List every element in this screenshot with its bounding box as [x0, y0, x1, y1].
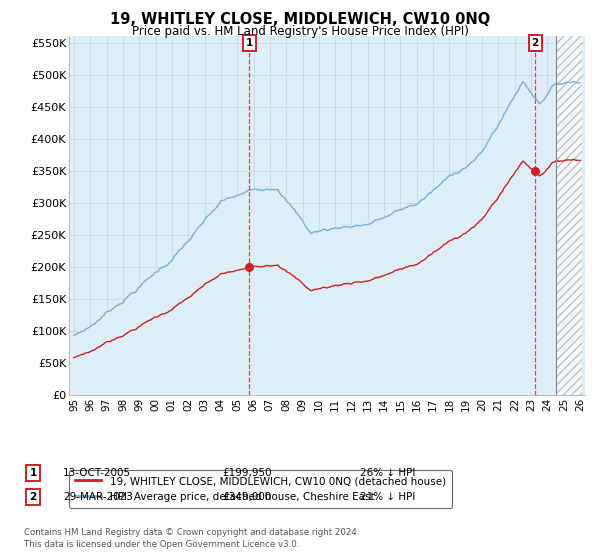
Text: Price paid vs. HM Land Registry's House Price Index (HPI): Price paid vs. HM Land Registry's House … — [131, 25, 469, 38]
Text: Contains HM Land Registry data © Crown copyright and database right 2024.
This d: Contains HM Land Registry data © Crown c… — [24, 528, 359, 549]
Text: 1: 1 — [29, 468, 37, 478]
Text: £199,950: £199,950 — [222, 468, 272, 478]
Text: £349,000: £349,000 — [222, 492, 271, 502]
Text: 29-MAR-2023: 29-MAR-2023 — [63, 492, 133, 502]
Text: 1: 1 — [246, 38, 253, 48]
Text: 2: 2 — [29, 492, 37, 502]
Legend: 19, WHITLEY CLOSE, MIDDLEWICH, CW10 0NQ (detached house), HPI: Average price, de: 19, WHITLEY CLOSE, MIDDLEWICH, CW10 0NQ … — [69, 470, 452, 508]
Text: 13-OCT-2005: 13-OCT-2005 — [63, 468, 131, 478]
Text: 26% ↓ HPI: 26% ↓ HPI — [360, 468, 415, 478]
Text: 2: 2 — [532, 38, 539, 48]
Text: 19, WHITLEY CLOSE, MIDDLEWICH, CW10 0NQ: 19, WHITLEY CLOSE, MIDDLEWICH, CW10 0NQ — [110, 12, 490, 27]
Text: 21% ↓ HPI: 21% ↓ HPI — [360, 492, 415, 502]
